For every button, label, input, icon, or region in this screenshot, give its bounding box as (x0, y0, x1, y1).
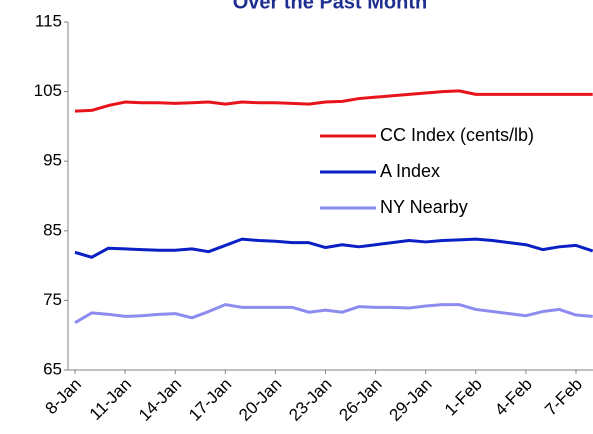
legend-label: CC Index (cents/lb) (380, 125, 534, 145)
x-tick-label: 1-Feb (441, 375, 486, 420)
x-tick-label: 8-Jan (41, 375, 85, 419)
y-tick-label: 115 (35, 11, 62, 30)
y-tick-label: 85 (43, 220, 62, 239)
legend-label: A Index (380, 161, 440, 181)
x-tick-label: 7-Feb (541, 375, 586, 420)
x-tick-label: 14-Jan (135, 375, 185, 425)
series-line (74, 303, 593, 324)
y-tick-label: 65 (43, 359, 62, 378)
y-tick-label: 75 (43, 290, 62, 309)
legend-label: NY Nearby (380, 197, 468, 217)
chart-title: Over the Past Month (233, 0, 427, 13)
y-tick-label: 105 (34, 81, 62, 100)
x-tick-label: 4-Feb (491, 375, 536, 420)
y-tick-label: 95 (43, 151, 62, 170)
x-tick-label: 11-Jan (86, 375, 135, 424)
x-tick-label: 17-Jan (185, 375, 235, 425)
x-tick-label: 26-Jan (335, 375, 385, 425)
series-line (74, 237, 593, 259)
x-tick-label: 23-Jan (285, 375, 335, 425)
x-tick-label: 29-Jan (386, 375, 436, 425)
series-line (74, 89, 593, 113)
x-tick-label: 20-Jan (235, 375, 285, 425)
